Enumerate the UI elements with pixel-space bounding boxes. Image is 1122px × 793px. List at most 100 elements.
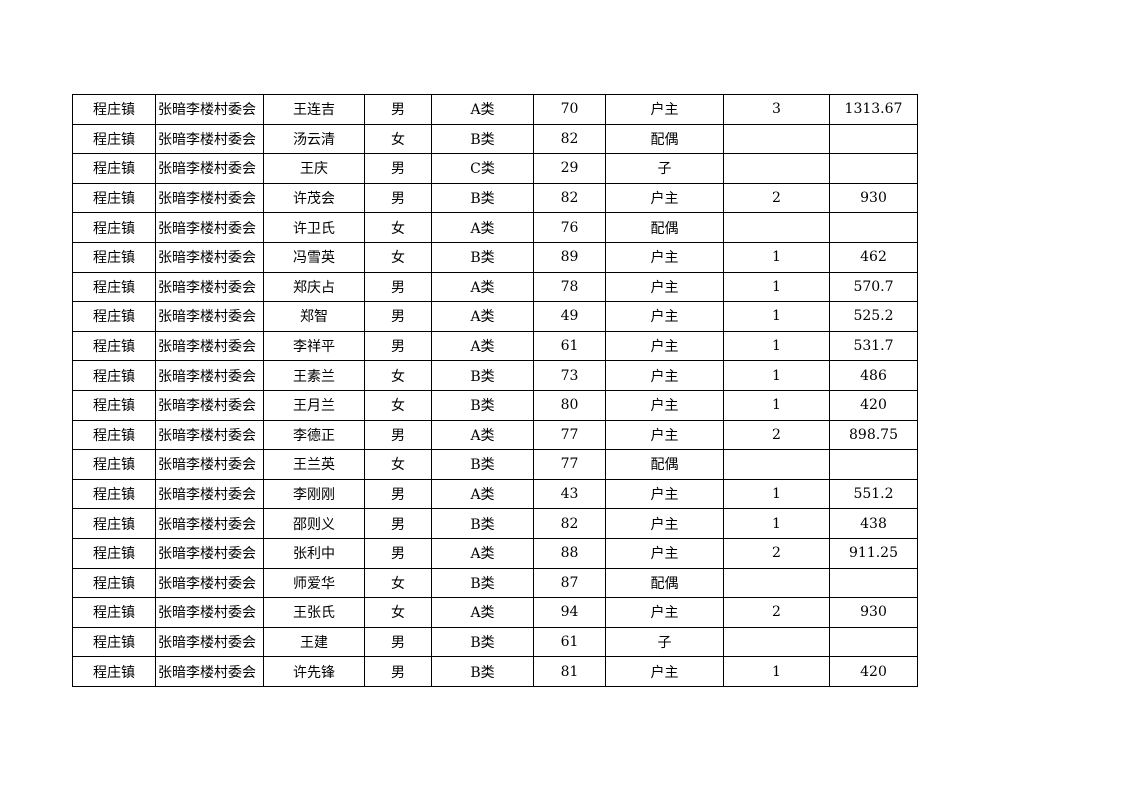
table-row: 程庄镇 张暗李楼村委会 汤云清女 B类 82 配偶 [72, 123, 918, 155]
cell-gender: 男 [364, 478, 432, 510]
cell-amount: 898.75 [829, 419, 918, 451]
cell-village: 张暗李楼村委会 [155, 567, 264, 599]
cell-village: 张暗李楼村委会 [155, 419, 264, 451]
cell-village: 张暗李楼村委会 [155, 123, 264, 155]
cell-household-size: 1 [723, 330, 830, 362]
cell-gender: 男 [364, 419, 432, 451]
cell-category: A类 [431, 271, 534, 303]
cell-town: 程庄镇 [72, 301, 156, 332]
cell-category: B类 [431, 626, 534, 658]
cell-gender: 女 [364, 241, 432, 273]
cell-town: 程庄镇 [72, 567, 156, 599]
cell-town: 程庄镇 [72, 537, 156, 569]
table-row: 程庄镇 张暗李楼村委会 李刚刚男 A类 43 户主 1 551.2 [72, 478, 918, 510]
cell-category: B类 [431, 360, 534, 391]
cell-gender: 女 [364, 597, 432, 628]
cell-household-size: 2 [723, 419, 830, 451]
cell-amount: 462 [829, 241, 918, 273]
cell-amount: 438 [829, 508, 918, 539]
cell-relation: 户主 [605, 419, 724, 451]
cell-category: B类 [431, 241, 534, 273]
cell-category: A类 [431, 212, 534, 243]
cell-relation: 户主 [605, 537, 724, 569]
cell-amount: 930 [829, 182, 918, 214]
cell-age: 61 [533, 626, 606, 658]
table-row: 程庄镇 张暗李楼村委会 许茂会男 B类 82 户主 2 930 [72, 182, 918, 214]
cell-category: B类 [431, 449, 534, 480]
cell-age: 77 [533, 449, 606, 480]
table-row: 程庄镇 张暗李楼村委会 冯雪英女 B类 89 户主 1 462 [72, 241, 918, 273]
cell-gender: 男 [364, 656, 432, 687]
cell-relation: 户主 [605, 389, 724, 421]
cell-town: 程庄镇 [72, 478, 156, 510]
table-body: 程庄镇 张暗李楼村委会 王连吉男 A类 70 户主 3 1313.67 程庄镇 张暗李楼村委会 汤云… [72, 94, 918, 687]
cell-relation: 配偶 [605, 212, 724, 243]
cell-name: 王庆 [263, 153, 365, 184]
cell-village: 张暗李楼村委会 [155, 94, 264, 125]
cell-town: 程庄镇 [72, 508, 156, 539]
cell-category: A类 [431, 478, 534, 510]
cell-name: 郑智 [263, 301, 365, 332]
cell-category: B类 [431, 182, 534, 214]
table-row: 程庄镇 张暗李楼村委会 许先锋男 B类 81 户主 1 420 [72, 656, 918, 687]
cell-village: 张暗李楼村委会 [155, 212, 264, 243]
cell-gender: 女 [364, 360, 432, 391]
table-row: 程庄镇 张暗李楼村委会 许卫氏女 A类 76 配偶 [72, 212, 918, 243]
cell-relation: 户主 [605, 597, 724, 628]
cell-category: A类 [431, 537, 534, 569]
cell-category: A类 [431, 94, 534, 125]
cell-gender: 男 [364, 508, 432, 539]
cell-relation: 子 [605, 153, 724, 184]
cell-age: 61 [533, 330, 606, 362]
cell-relation: 户主 [605, 330, 724, 362]
cell-gender: 女 [364, 212, 432, 243]
cell-town: 程庄镇 [72, 94, 156, 125]
cell-category: A类 [431, 330, 534, 362]
cell-town: 程庄镇 [72, 626, 156, 658]
cell-age: 80 [533, 389, 606, 421]
table-row: 程庄镇 张暗李楼村委会 张利中男 A类 88 户主 2 911.25 [72, 537, 918, 569]
cell-household-size: 1 [723, 271, 830, 303]
cell-village: 张暗李楼村委会 [155, 478, 264, 510]
table-row: 程庄镇 张暗李楼村委会 师爱华女 B类 87 配偶 [72, 567, 918, 599]
cell-village: 张暗李楼村委会 [155, 508, 264, 539]
cell-town: 程庄镇 [72, 153, 156, 184]
cell-age: 82 [533, 123, 606, 155]
cell-category: B类 [431, 389, 534, 421]
cell-category: A类 [431, 597, 534, 628]
cell-age: 43 [533, 478, 606, 510]
cell-category: B类 [431, 567, 534, 599]
cell-category: A类 [431, 301, 534, 332]
cell-age: 78 [533, 271, 606, 303]
cell-category: B类 [431, 123, 534, 155]
table-row: 程庄镇 张暗李楼村委会 王月兰女 B类 80 户主 1 420 [72, 389, 918, 421]
table-row: 程庄镇 张暗李楼村委会 郑庆占男 A类 78 户主 1 570.7 [72, 271, 918, 303]
cell-name: 郑庆占 [263, 271, 365, 303]
cell-town: 程庄镇 [72, 271, 156, 303]
cell-amount: 486 [829, 360, 918, 391]
cell-age: 89 [533, 241, 606, 273]
cell-relation: 户主 [605, 656, 724, 687]
cell-gender: 女 [364, 449, 432, 480]
table-row: 程庄镇 张暗李楼村委会 王建男 B类 61 子 [72, 626, 918, 658]
cell-household-size: 2 [723, 182, 830, 214]
cell-gender: 男 [364, 271, 432, 303]
cell-gender: 女 [364, 389, 432, 421]
cell-village: 张暗李楼村委会 [155, 597, 264, 628]
cell-category: C类 [431, 153, 534, 184]
cell-amount: 1313.67 [829, 94, 918, 125]
cell-town: 程庄镇 [72, 241, 156, 273]
cell-gender: 女 [364, 567, 432, 599]
table-row: 程庄镇 张暗李楼村委会 邵则义男 B类 82 户主 1 438 [72, 508, 918, 539]
cell-amount: 911.25 [829, 537, 918, 569]
cell-name: 王张氏 [263, 597, 365, 628]
cell-amount: 570.7 [829, 271, 918, 303]
cell-name: 张利中 [263, 537, 365, 569]
cell-relation: 户主 [605, 182, 724, 214]
cell-amount: 551.2 [829, 478, 918, 510]
table-row: 程庄镇 张暗李楼村委会 王庆男 C类 29 子 [72, 153, 918, 184]
data-table: 程庄镇 张暗李楼村委会 王连吉男 A类 70 户主 3 1313.67 程庄镇 张暗李楼村委会 汤云… [72, 94, 918, 687]
cell-name: 邵则义 [263, 508, 365, 539]
cell-household-size [723, 626, 830, 658]
cell-relation: 子 [605, 626, 724, 658]
